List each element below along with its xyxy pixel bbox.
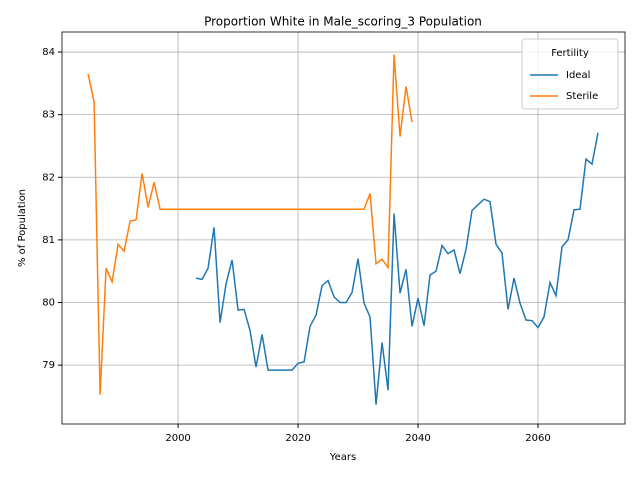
legend-title: Fertility — [551, 48, 589, 59]
y-tick-label: 79 — [42, 360, 55, 371]
y-axis-label: % of Population — [17, 189, 28, 267]
y-tick-label: 84 — [42, 47, 55, 58]
legend-label: Sterile — [566, 91, 598, 102]
y-tick-label: 82 — [42, 172, 55, 183]
x-tick-label: 2060 — [525, 433, 550, 444]
legend-label: Ideal — [566, 70, 590, 81]
data-line — [87, 54, 413, 395]
chart-title: Proportion White in Male_scoring_3 Popul… — [204, 15, 482, 29]
y-tick-label: 81 — [42, 235, 55, 246]
x-tick-label: 2020 — [285, 433, 310, 444]
legend-box — [521, 38, 619, 110]
data-line — [195, 132, 599, 405]
plot-frame — [61, 31, 626, 425]
x-tick-label: 2000 — [165, 433, 190, 444]
y-tick-label: 83 — [42, 110, 55, 121]
x-tick-label: 2040 — [405, 433, 430, 444]
x-axis-label: Years — [329, 452, 356, 463]
y-tick-label: 80 — [42, 298, 55, 309]
